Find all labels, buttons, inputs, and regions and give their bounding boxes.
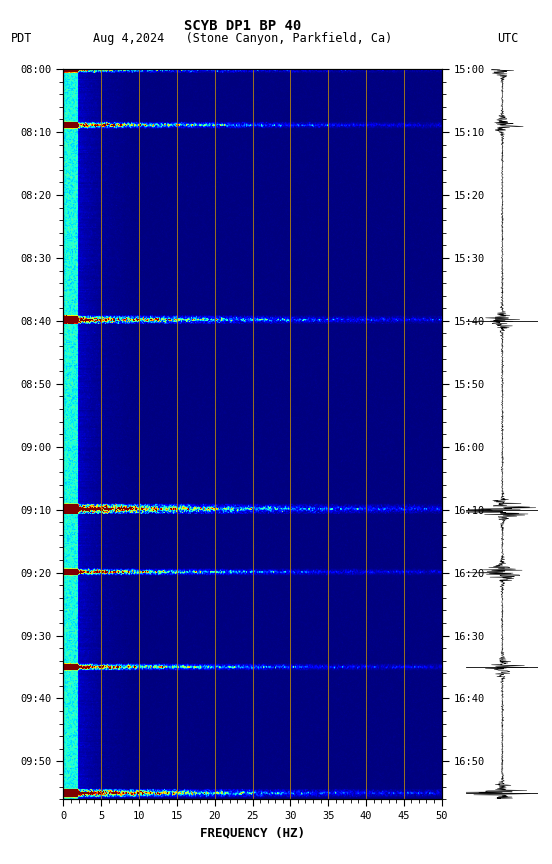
Text: Aug 4,2024   (Stone Canyon, Parkfield, Ca): Aug 4,2024 (Stone Canyon, Parkfield, Ca) — [93, 32, 392, 45]
Text: PDT: PDT — [11, 32, 33, 45]
X-axis label: FREQUENCY (HZ): FREQUENCY (HZ) — [200, 827, 305, 840]
Text: SCYB DP1 BP 40: SCYB DP1 BP 40 — [184, 19, 301, 33]
Text: UTC: UTC — [497, 32, 518, 45]
